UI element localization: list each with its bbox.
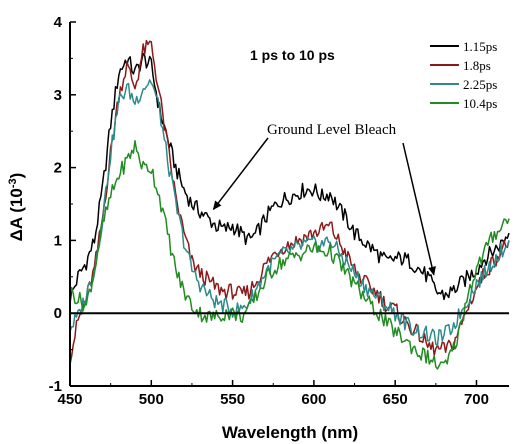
- legend-label: 10.4ps: [463, 96, 497, 111]
- y-tick-label: 1: [54, 232, 62, 249]
- annotation-text: Ground Level Bleach: [267, 122, 397, 138]
- x-tick-label: 650: [383, 391, 408, 408]
- annotation-arrows: [212, 137, 436, 276]
- annotation-arrow: [402, 142, 436, 276]
- y-tick-label: 4: [54, 14, 63, 31]
- y-axis-title-exponent: -3: [7, 178, 19, 188]
- y-axis-title-main: ΔA (10: [7, 188, 26, 241]
- x-tick-label: 500: [139, 391, 164, 408]
- y-axis-title-close: ): [7, 173, 26, 179]
- legend: 1.15ps 1.8ps 2.25ps 10.4ps: [430, 39, 497, 111]
- y-tick-label: 2: [54, 160, 62, 177]
- x-tick-label: 450: [57, 391, 82, 408]
- x-tick-label: 700: [464, 391, 489, 408]
- chart-title: 1 ps to 10 ps: [250, 47, 335, 63]
- y-axis-title: ΔA (10-3): [7, 173, 26, 242]
- legend-label: 1.8ps: [463, 58, 491, 73]
- y-tick-label: 0: [54, 305, 62, 322]
- legend-label: 2.25ps: [463, 77, 497, 92]
- y-tick-label: 3: [54, 87, 62, 104]
- x-tick-label: 550: [220, 391, 245, 408]
- x-tick-label: 600: [301, 391, 326, 408]
- ticks: 450 500 550 600 650 700 -1 0 1 2 3 4: [49, 14, 489, 408]
- y-tick-label: -1: [49, 378, 62, 395]
- series-layer: [69, 39, 510, 370]
- annotation-arrow: [212, 137, 269, 211]
- series-line-1.15ps: [69, 52, 510, 304]
- series-line-1.8ps: [69, 39, 510, 365]
- x-axis-title: Wavelength (nm): [222, 423, 358, 442]
- series-line-10.4ps: [69, 140, 510, 370]
- legend-label: 1.15ps: [463, 39, 497, 54]
